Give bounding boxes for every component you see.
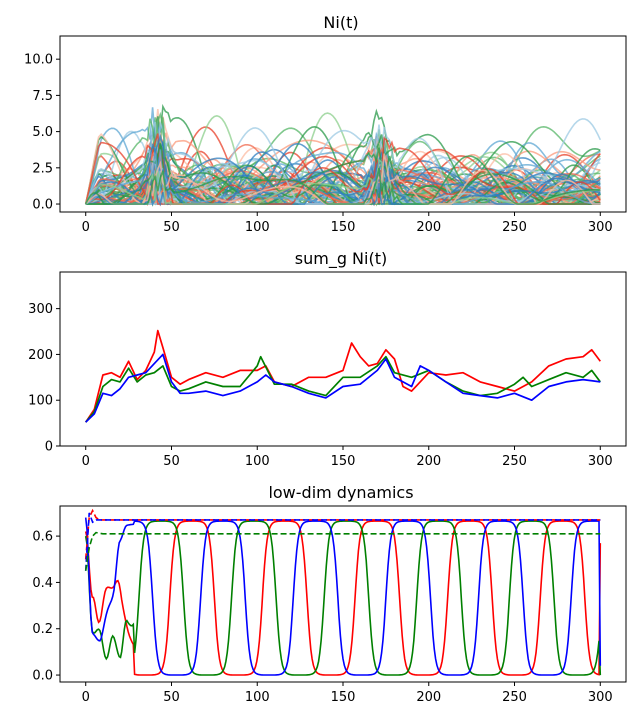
oscillation-line-red [84, 520, 602, 676]
x-axis: 0 50 100 150 200 250 300 [82, 682, 613, 705]
y-tick-label: 5.0 [32, 125, 53, 140]
series-line-red [84, 329, 601, 423]
y-axis: 0 100 200 300 [28, 302, 60, 455]
ni-trajectory-line [85, 133, 601, 205]
x-axis: 0 50 100 150 200 250 300 [82, 212, 613, 235]
panel-ni-t: Ni(t) 0 50 100 150 200 250 300 0.0 2.5 5.0 7.5 10.… [24, 13, 627, 235]
ni-trajectory-line [84, 155, 601, 205]
x-tick-label: 0 [82, 690, 90, 705]
series-line-blue [85, 353, 601, 423]
chart-title: low-dim dynamics [268, 483, 413, 502]
x-tick-label: 150 [331, 220, 356, 235]
chart-title: Ni(t) [323, 13, 358, 32]
y-tick-label: 0.4 [32, 576, 53, 591]
dashed-line-blue-dashed [84, 512, 601, 571]
x-tick-label: 100 [245, 220, 270, 235]
dashed-line-green-dashed [84, 531, 601, 571]
x-tick-label: 250 [502, 220, 527, 235]
x-tick-label: 200 [416, 690, 441, 705]
series-layer [84, 103, 602, 207]
y-tick-label: 300 [28, 302, 53, 317]
x-tick-label: 0 [82, 454, 90, 469]
y-tick-label: 7.5 [32, 89, 53, 104]
x-tick-label: 100 [245, 454, 270, 469]
y-tick-label: 0.0 [32, 198, 53, 213]
series-line-green [85, 355, 601, 423]
oscillation-line-green [84, 520, 602, 676]
x-tick-label: 300 [588, 690, 613, 705]
x-tick-label: 50 [163, 220, 180, 235]
y-tick-label: 100 [28, 394, 53, 409]
y-tick-label: 0.2 [32, 622, 53, 637]
series-layer [84, 508, 602, 676]
x-tick-label: 150 [331, 690, 356, 705]
y-axis: 0.0 2.5 5.0 7.5 10.0 [24, 53, 60, 213]
x-tick-label: 300 [588, 220, 613, 235]
x-tick-label: 100 [245, 690, 270, 705]
x-tick-label: 50 [163, 454, 180, 469]
x-tick-label: 150 [331, 454, 356, 469]
y-tick-label: 0.0 [32, 669, 53, 684]
panel-low-dim-dynamics: low-dim dynamics 0 50 100 150 200 250 300 0.00… [32, 483, 627, 705]
y-tick-label: 2.5 [32, 161, 53, 176]
x-tick-label: 200 [416, 220, 441, 235]
x-tick-label: 200 [416, 454, 441, 469]
x-tick-label: 0 [82, 220, 90, 235]
x-axis: 0 50 100 150 200 250 300 [82, 446, 613, 469]
y-axis: 0.0 0.2 0.4 0.6 [32, 530, 60, 684]
y-tick-label: 10.0 [24, 53, 53, 68]
panel-sum-g-ni-t: sum_g Ni(t) 0 50 100 150 200 250 300 0 100 200 30… [28, 249, 627, 469]
plot-frame [59, 271, 627, 447]
x-tick-label: 300 [588, 454, 613, 469]
y-tick-label: 0 [45, 440, 53, 455]
x-tick-label: 250 [502, 454, 527, 469]
dashed-line-red-dashed [84, 508, 601, 560]
y-tick-label: 200 [28, 348, 53, 363]
oscillation-line-blue [84, 517, 602, 676]
x-tick-label: 250 [502, 690, 527, 705]
series-layer [84, 329, 601, 423]
ni-trajectory-line [85, 121, 601, 205]
chart-title: sum_g Ni(t) [295, 249, 387, 269]
y-tick-label: 0.6 [32, 530, 53, 545]
x-tick-label: 50 [163, 690, 180, 705]
